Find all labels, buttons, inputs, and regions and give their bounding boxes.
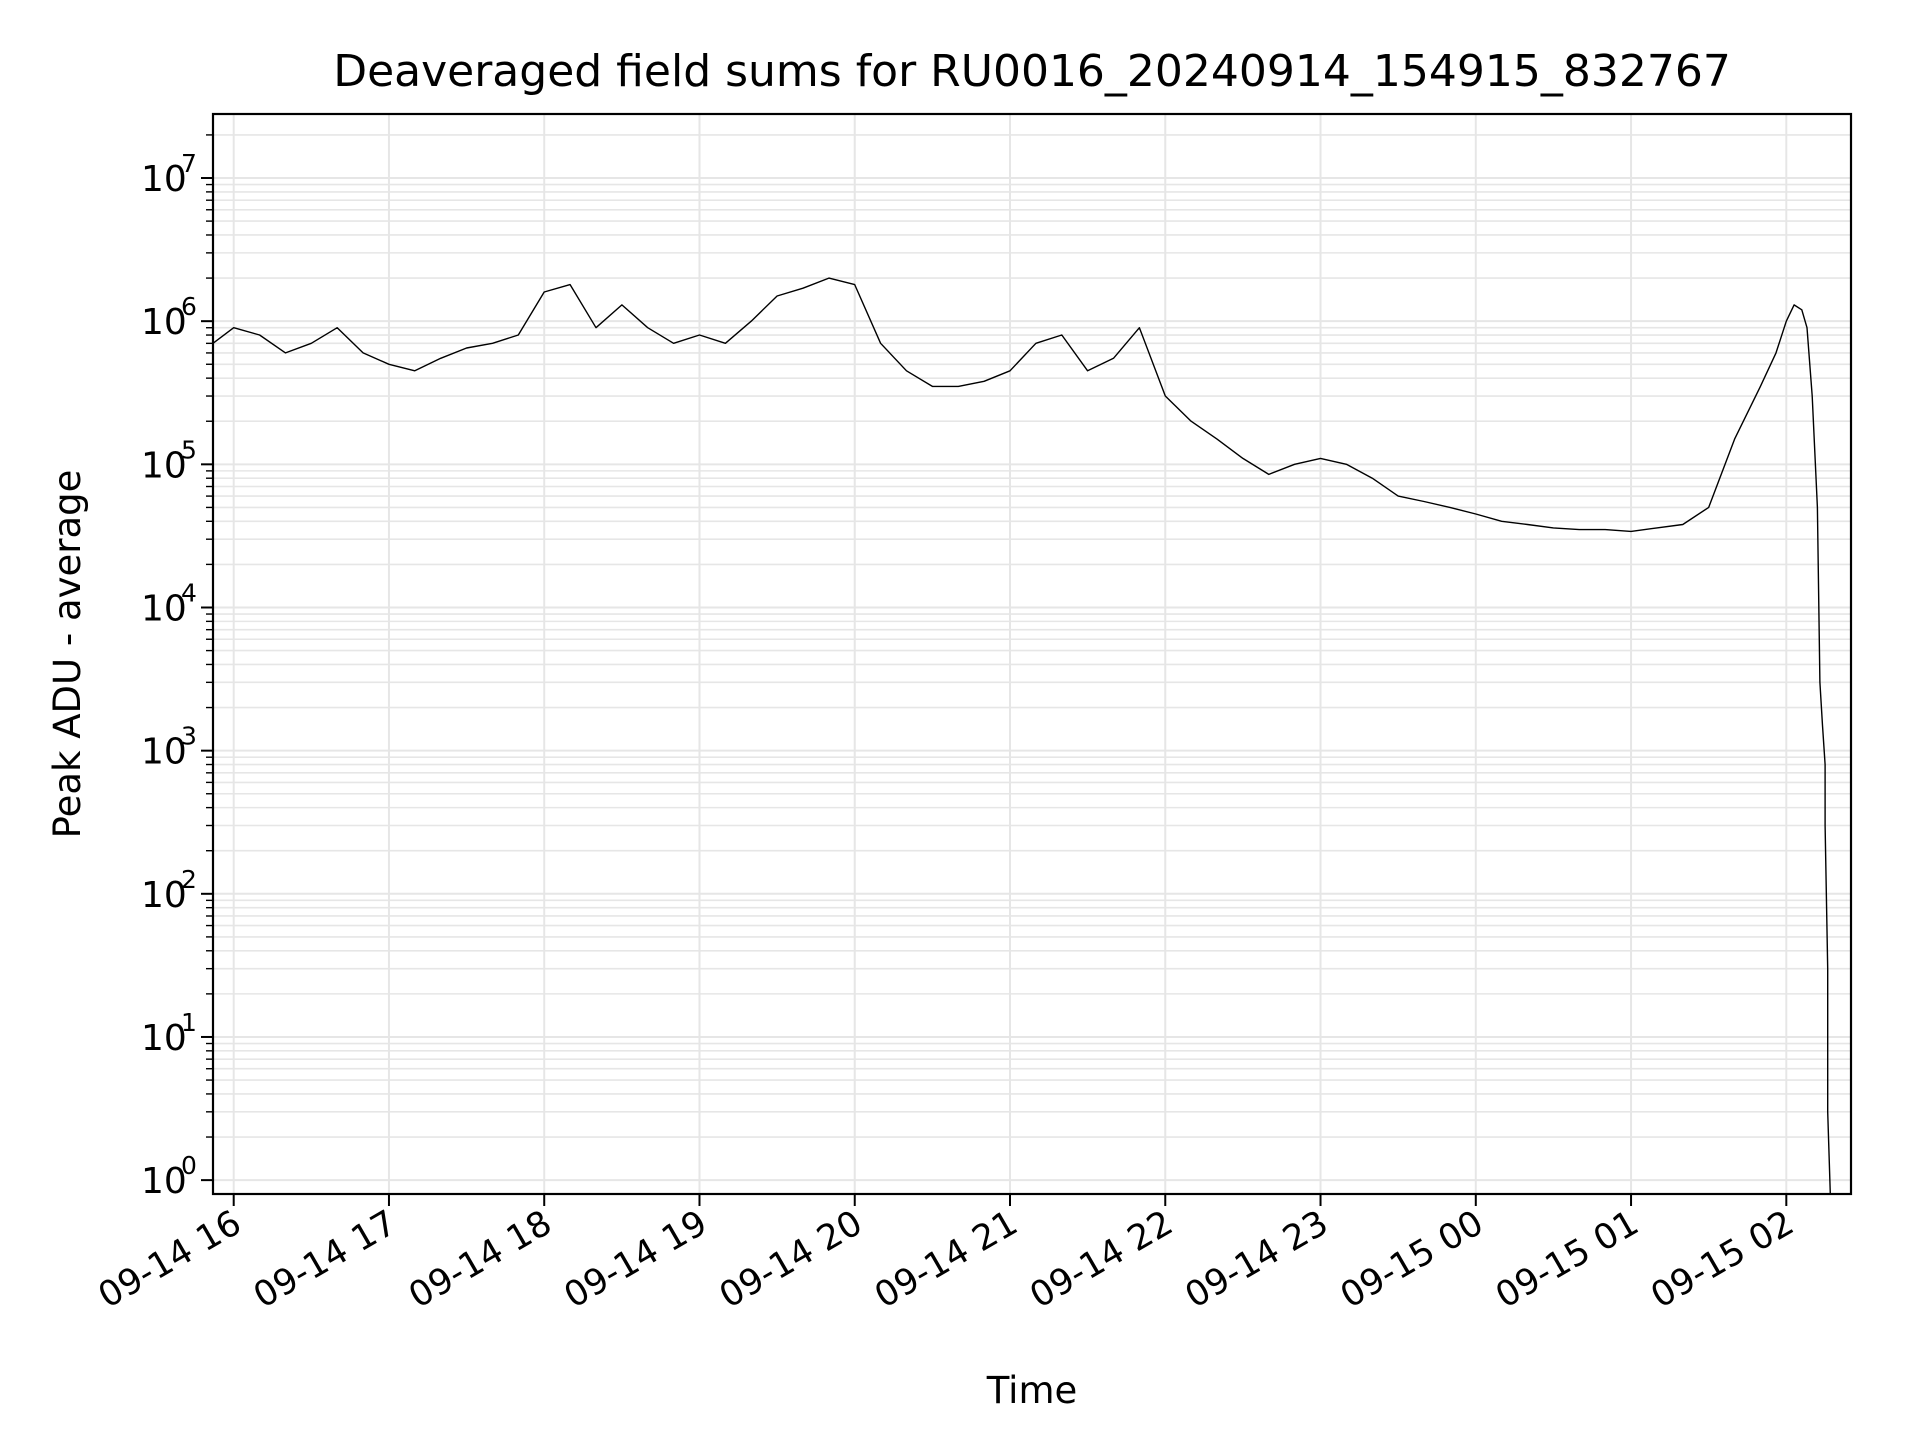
x-tick-label: 09-14 21 bbox=[868, 1203, 1024, 1316]
y-tick-label: 10 bbox=[141, 732, 187, 773]
axes-frame bbox=[211, 112, 1853, 1196]
x-tick-label: 09-14 16 bbox=[92, 1203, 248, 1316]
x-tick-label: 09-14 19 bbox=[558, 1203, 714, 1316]
y-tick-label: 10 bbox=[141, 159, 187, 200]
y-tick-label: 10 bbox=[141, 1018, 187, 1059]
x-tick-label: 09-14 22 bbox=[1023, 1203, 1179, 1316]
x-tick-label: 09-14 18 bbox=[402, 1203, 558, 1316]
x-tick-label: 09-15 02 bbox=[1645, 1203, 1801, 1316]
y-tick-label: 10 bbox=[141, 302, 187, 343]
y-tick-exponent: 1 bbox=[181, 1008, 197, 1037]
y-tick-label: 10 bbox=[141, 588, 187, 629]
x-tick-label: 09-15 00 bbox=[1334, 1203, 1490, 1316]
series-line bbox=[212, 277, 1831, 1195]
y-tick-exponent: 7 bbox=[181, 149, 197, 178]
y-axis-label: Peak ADU - average bbox=[46, 470, 89, 839]
y-tick-exponent: 0 bbox=[181, 1151, 197, 1180]
y-tick-exponent: 3 bbox=[181, 722, 197, 751]
x-tick-label: 09-14 20 bbox=[713, 1203, 869, 1316]
grid bbox=[213, 114, 1851, 1194]
y-tick-exponent: 4 bbox=[181, 578, 197, 607]
y-tick-exponent: 5 bbox=[181, 435, 197, 464]
chart-title: Deaveraged field sums for RU0016_2024091… bbox=[333, 46, 1731, 97]
y-tick-label: 10 bbox=[141, 445, 187, 486]
y-tick-exponent: 6 bbox=[181, 292, 197, 321]
x-tick-label: 09-15 01 bbox=[1489, 1203, 1645, 1316]
plot-area bbox=[212, 277, 1831, 1195]
y-tick-exponent: 2 bbox=[181, 865, 197, 894]
x-tick-label: 09-14 17 bbox=[247, 1203, 403, 1316]
y-tick-label: 10 bbox=[141, 1161, 187, 1202]
y-tick-label: 10 bbox=[141, 875, 187, 916]
x-tick-label: 09-14 23 bbox=[1179, 1203, 1335, 1316]
x-axis-label: Time bbox=[986, 1369, 1078, 1412]
